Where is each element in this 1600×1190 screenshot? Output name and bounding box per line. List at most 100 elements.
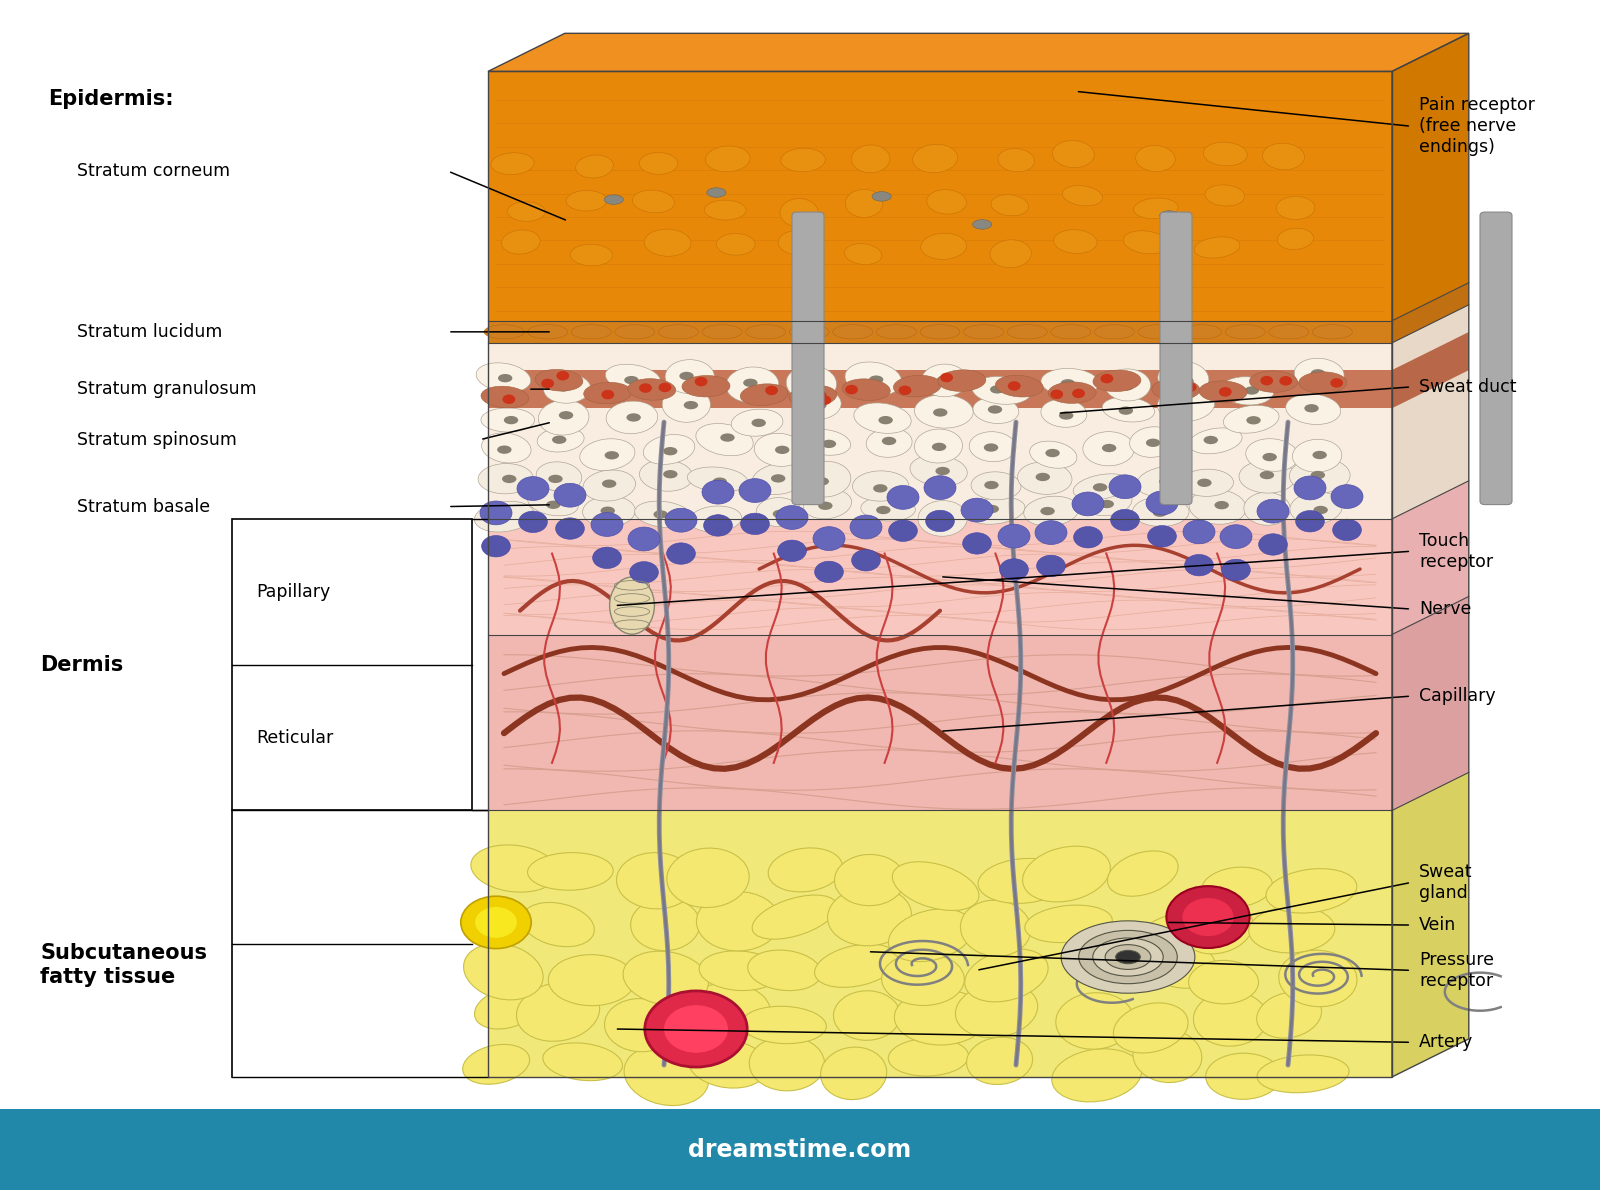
Ellipse shape	[878, 416, 893, 425]
Ellipse shape	[610, 577, 654, 634]
Circle shape	[819, 395, 832, 405]
Bar	[0, 1109, 1600, 1190]
Ellipse shape	[696, 891, 779, 951]
Ellipse shape	[1045, 449, 1059, 457]
Ellipse shape	[662, 470, 677, 478]
Ellipse shape	[835, 854, 904, 906]
Ellipse shape	[888, 909, 973, 962]
Ellipse shape	[1294, 358, 1344, 390]
Ellipse shape	[518, 512, 547, 533]
Ellipse shape	[739, 478, 771, 502]
Ellipse shape	[1152, 378, 1200, 400]
Ellipse shape	[1181, 469, 1234, 496]
Ellipse shape	[834, 991, 901, 1040]
Ellipse shape	[960, 900, 1030, 957]
Ellipse shape	[482, 536, 510, 557]
Ellipse shape	[814, 562, 843, 583]
Ellipse shape	[832, 325, 872, 339]
Bar	[488, 810, 1392, 1077]
Ellipse shape	[1035, 521, 1067, 545]
Bar	[232, 519, 472, 810]
Ellipse shape	[616, 852, 696, 909]
FancyBboxPatch shape	[792, 212, 824, 505]
Circle shape	[1166, 887, 1250, 948]
Ellipse shape	[536, 462, 582, 491]
Ellipse shape	[584, 382, 632, 403]
Ellipse shape	[1059, 412, 1074, 420]
Ellipse shape	[1074, 474, 1131, 500]
Polygon shape	[1392, 772, 1469, 1077]
Ellipse shape	[528, 852, 613, 890]
Ellipse shape	[582, 470, 635, 501]
Circle shape	[502, 394, 515, 403]
Circle shape	[765, 386, 778, 395]
Ellipse shape	[1262, 143, 1304, 170]
Ellipse shape	[570, 244, 613, 265]
Ellipse shape	[1008, 325, 1046, 339]
Ellipse shape	[1094, 325, 1134, 339]
Ellipse shape	[923, 476, 957, 500]
Ellipse shape	[1093, 938, 1163, 976]
Ellipse shape	[666, 359, 715, 394]
Ellipse shape	[1290, 458, 1350, 493]
Ellipse shape	[920, 233, 966, 259]
Ellipse shape	[493, 513, 507, 521]
Circle shape	[899, 386, 912, 395]
Ellipse shape	[851, 145, 890, 173]
Ellipse shape	[779, 199, 818, 227]
Ellipse shape	[814, 944, 898, 988]
Ellipse shape	[702, 325, 742, 339]
Circle shape	[461, 896, 531, 948]
Circle shape	[814, 390, 827, 400]
Text: Stratum spinosum: Stratum spinosum	[77, 431, 237, 449]
Ellipse shape	[1051, 325, 1091, 339]
Ellipse shape	[821, 1047, 886, 1100]
Ellipse shape	[627, 378, 675, 400]
Ellipse shape	[477, 363, 531, 392]
Ellipse shape	[822, 440, 837, 449]
Bar	[488, 321, 1392, 343]
Ellipse shape	[501, 230, 541, 255]
Ellipse shape	[688, 466, 747, 491]
Ellipse shape	[1106, 945, 1150, 970]
Ellipse shape	[978, 858, 1069, 903]
Ellipse shape	[861, 496, 915, 521]
Ellipse shape	[696, 424, 754, 456]
Ellipse shape	[704, 200, 746, 220]
Ellipse shape	[973, 220, 992, 230]
Ellipse shape	[1053, 140, 1094, 168]
Ellipse shape	[638, 152, 678, 175]
Ellipse shape	[973, 376, 1030, 405]
Ellipse shape	[925, 511, 954, 532]
Ellipse shape	[984, 505, 998, 513]
Ellipse shape	[1222, 559, 1251, 581]
Bar	[488, 370, 1392, 408]
Ellipse shape	[984, 481, 998, 489]
Ellipse shape	[990, 195, 1029, 215]
Ellipse shape	[776, 506, 808, 530]
Ellipse shape	[686, 983, 771, 1038]
Ellipse shape	[1107, 851, 1178, 896]
Ellipse shape	[1206, 1053, 1282, 1100]
Ellipse shape	[987, 406, 1002, 414]
Ellipse shape	[1133, 198, 1178, 219]
Text: dreamstime.com: dreamstime.com	[688, 1138, 912, 1161]
Ellipse shape	[1120, 382, 1134, 390]
Ellipse shape	[554, 483, 586, 507]
Ellipse shape	[632, 190, 675, 213]
Ellipse shape	[653, 511, 667, 519]
Ellipse shape	[712, 514, 726, 522]
Text: Pressure
receptor: Pressure receptor	[1419, 951, 1494, 990]
Ellipse shape	[922, 364, 968, 396]
Ellipse shape	[933, 408, 947, 416]
Ellipse shape	[614, 325, 654, 339]
Ellipse shape	[1146, 439, 1160, 447]
Polygon shape	[1392, 305, 1469, 519]
Ellipse shape	[1040, 507, 1054, 515]
Ellipse shape	[1310, 471, 1325, 480]
Ellipse shape	[1123, 231, 1170, 253]
Ellipse shape	[827, 887, 912, 946]
FancyBboxPatch shape	[1480, 212, 1512, 505]
Ellipse shape	[1278, 950, 1357, 1007]
Ellipse shape	[590, 513, 622, 537]
